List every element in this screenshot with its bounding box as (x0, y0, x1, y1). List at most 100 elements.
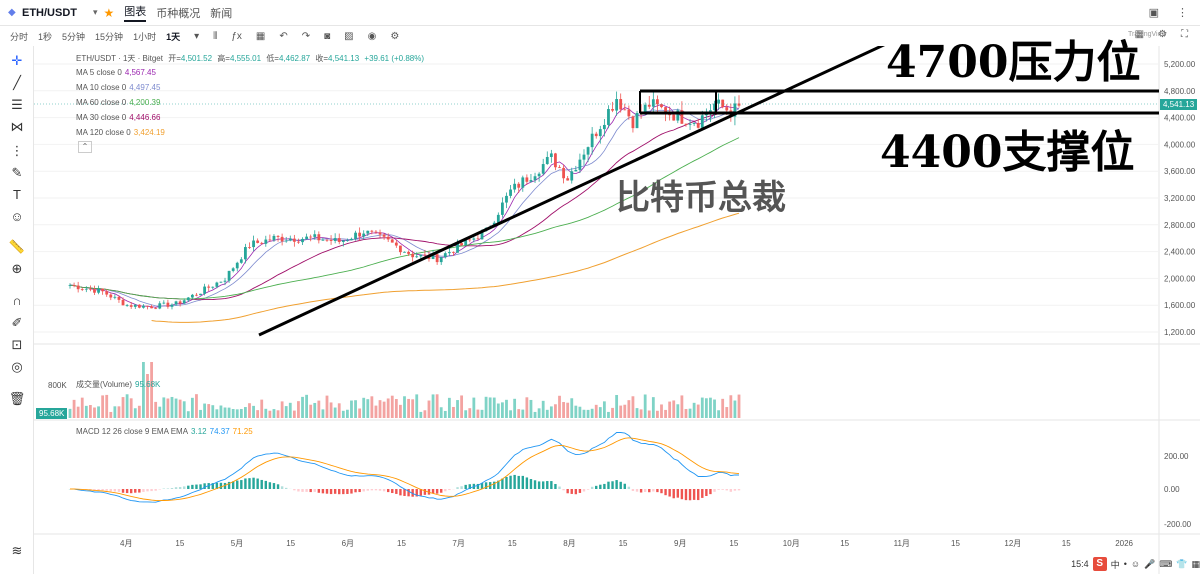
macd-histogram-bar (358, 489, 361, 493)
candle-body (239, 259, 243, 263)
camera-icon[interactable]: ◙ (324, 30, 331, 42)
volume-axis-label: 800K (48, 381, 67, 390)
tab-chart[interactable]: 图表 (124, 3, 147, 22)
volume-bar (505, 399, 508, 418)
fullscreen-icon[interactable]: ⛶ (1181, 29, 1188, 40)
tab-overview[interactable]: 币种概况 (156, 7, 201, 20)
replay-icon[interactable]: ◉ (367, 30, 377, 42)
fib-icon[interactable]: ⋮ (10, 143, 24, 158)
candle-body (341, 240, 345, 242)
settings-icon[interactable]: ⚙ (390, 30, 400, 42)
undo-icon[interactable]: ↶ (279, 30, 288, 42)
candle-body (476, 238, 480, 240)
horizontal-lines-icon[interactable]: ☰ (11, 97, 23, 112)
candle-body (717, 99, 721, 104)
candle-body (370, 230, 374, 232)
tab-news[interactable]: 新闻 (210, 7, 233, 20)
lock-draw-icon[interactable]: ✐ (11, 315, 23, 330)
ma30-legend[interactable]: MA 30 close 0 4,446.66 (76, 113, 160, 122)
volume-bar (680, 395, 684, 418)
ruler-icon[interactable]: 📏 (8, 239, 26, 254)
time-axis-label: 15 (175, 539, 184, 548)
trash-icon[interactable]: 🗑 (8, 391, 26, 406)
volume-bar (427, 400, 431, 418)
volume-bar (537, 408, 541, 418)
candle-body (158, 303, 162, 309)
lock-icon[interactable]: ⊡ (11, 337, 23, 352)
volume-bar (284, 406, 288, 418)
candle-body (244, 247, 247, 260)
star-icon[interactable]: ★ (103, 5, 115, 20)
candle-body (460, 243, 464, 246)
grid-icon[interactable]: ▦ (1134, 29, 1145, 40)
crosshair-icon[interactable]: ✛ (11, 53, 23, 68)
volume-bar (166, 398, 170, 418)
image-icon[interactable]: ▨ (344, 30, 354, 42)
candle-body (562, 167, 565, 179)
timeframe-1s[interactable]: 1秒 (38, 31, 53, 42)
timeframe-1d[interactable]: 1天 (166, 31, 181, 42)
volume-bar (407, 398, 410, 418)
trendline[interactable] (258, 46, 972, 337)
ma-label: MA 30 close 0 (76, 113, 127, 122)
pattern-icon[interactable]: ⋈ (10, 119, 24, 134)
candle-body (607, 109, 610, 125)
tray-item[interactable]: 👕 (1176, 558, 1188, 569)
tray-item[interactable]: ☺ (1130, 559, 1141, 569)
ma120-legend[interactable]: MA 120 close 0 3,424.19 (76, 128, 165, 137)
tray-item[interactable]: ▦ (1191, 558, 1200, 569)
layers-icon[interactable]: ≋ (11, 543, 23, 558)
macd-histogram-bar (370, 489, 374, 491)
eye-icon[interactable]: ◎ (11, 359, 23, 374)
timeframe-5m[interactable]: 5分钟 (62, 31, 86, 42)
volume-bar (280, 401, 284, 418)
ma5-legend[interactable]: MA 5 close 0 4,567.45 (76, 68, 156, 77)
volume-bar (313, 402, 317, 418)
magnet-icon[interactable]: ∩ (12, 293, 22, 308)
trendline-icon[interactable]: ╱ (13, 75, 21, 90)
symbol-selector[interactable]: ETH/USDT (22, 6, 77, 19)
emoji-icon[interactable]: ☺ (10, 209, 24, 224)
redo-icon[interactable]: ↷ (301, 30, 311, 42)
ma60-legend[interactable]: MA 60 close 0 4,200.39 (76, 98, 160, 107)
time-axis-label: 15 (397, 539, 406, 548)
candles-icon[interactable]: ⫴ (213, 30, 218, 42)
timeframe-tick[interactable]: 分时 (10, 31, 29, 42)
menu-icon[interactable]: ⋮ (1177, 7, 1188, 19)
volume-bar (709, 397, 712, 418)
volume-bar (121, 397, 125, 418)
legend-title[interactable]: ETH/USDT · 1天 · Bitget (76, 54, 163, 63)
indicators-icon[interactable]: ƒx (231, 30, 242, 42)
chevron-down-icon[interactable]: ▾ (93, 7, 98, 17)
text-icon[interactable]: T (13, 187, 21, 202)
collapse-legend-button[interactable]: ⌃ (78, 141, 92, 153)
zoom-icon[interactable]: ⊕ (11, 261, 23, 276)
timeframe-1h[interactable]: 1小时 (133, 31, 157, 42)
volume-bar (101, 395, 105, 418)
ma10-legend[interactable]: MA 10 close 0 4,497.45 (76, 83, 160, 92)
candle-body (680, 110, 684, 124)
settings-icon[interactable]: ⚙ (1158, 29, 1167, 40)
layout-icon[interactable]: ▦ (255, 30, 266, 42)
price-chart[interactable]: 5,200.00 4,800.00 4,400.00 4,000.00 3,600.00… (34, 46, 1200, 574)
macd-histogram-bar (183, 486, 186, 489)
macd-histogram-bar (582, 489, 586, 492)
candle-body (174, 301, 178, 305)
brush-icon[interactable]: ✎ (11, 165, 23, 180)
tray-item[interactable]: • (1123, 559, 1127, 569)
volume-bar (729, 395, 733, 418)
tray-item[interactable]: ⌨ (1159, 558, 1173, 569)
macd-v3: 71.25 (232, 427, 253, 436)
chevron-down-icon[interactable]: ▾ (194, 30, 200, 42)
time-axis-label: 15 (508, 539, 517, 548)
tray-item[interactable]: 🎤 (1144, 558, 1156, 569)
ime-logo-icon[interactable]: S (1092, 557, 1107, 571)
candle-body (350, 238, 353, 241)
candle-body (533, 176, 537, 181)
macd-histogram-bar (574, 489, 578, 495)
macd-histogram-bar (550, 481, 553, 489)
save-icon[interactable]: ▣ (1148, 7, 1159, 19)
timeframe-15m[interactable]: 15分钟 (95, 31, 124, 42)
macd-histogram-bar (517, 475, 520, 489)
tray-item[interactable]: 中 (1110, 559, 1120, 570)
